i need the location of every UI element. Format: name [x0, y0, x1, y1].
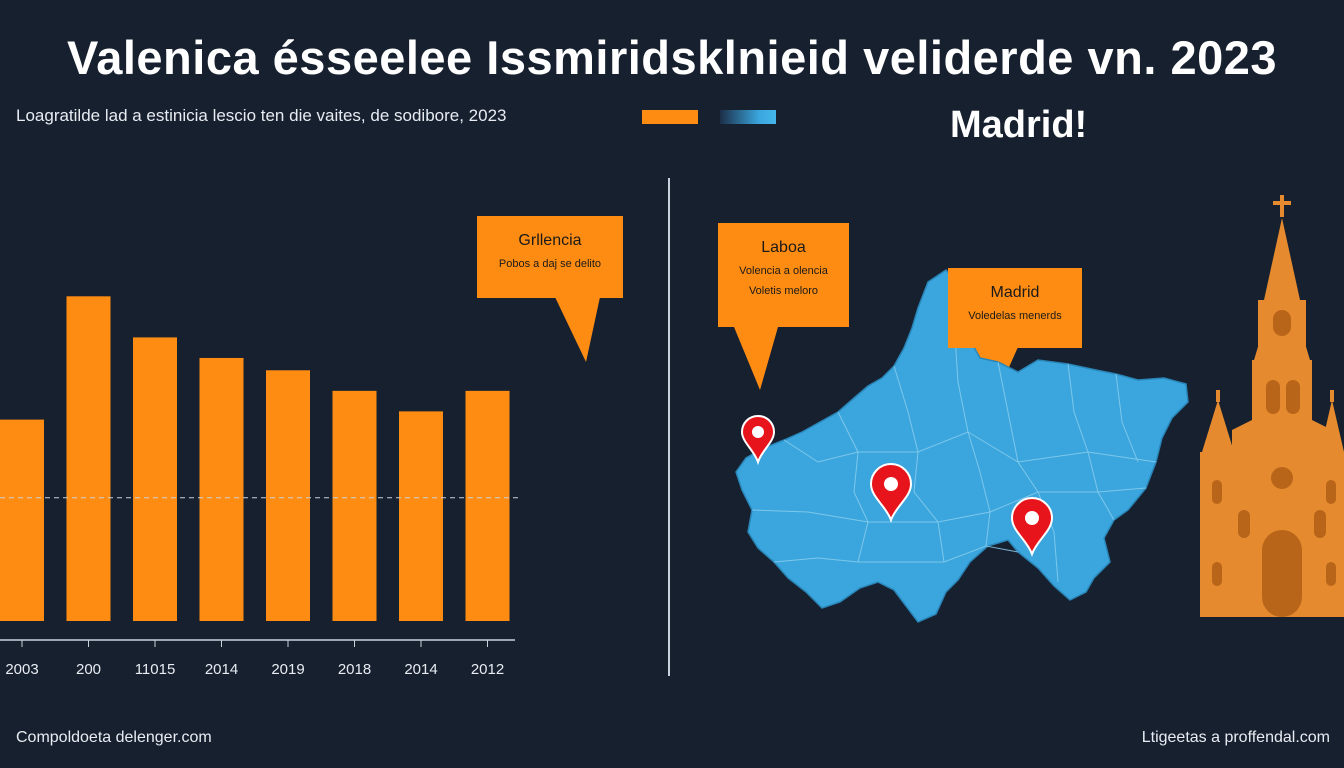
church-tower-icon [1200, 195, 1344, 617]
map-borders [751, 321, 1157, 583]
map-marker-east [1010, 496, 1054, 557]
map-landmass [735, 268, 1189, 623]
map-left-callout: Laboa Volencia a olencia Voletis meloro [718, 223, 849, 327]
map-right-callout: Madrid Voledelas menerds [948, 268, 1082, 348]
page-subtitle: Loagratilde lad a estinicia lescio ten d… [16, 106, 507, 125]
legend-swatch-blue [720, 110, 776, 124]
bar-0 [0, 419, 44, 621]
bar-3 [199, 357, 244, 621]
x-tick-label: 2003 [5, 661, 38, 678]
x-tick-label: 2012 [471, 661, 504, 678]
x-tick-label: 200 [76, 661, 101, 678]
x-tick-label: 2014 [404, 661, 437, 678]
bar-chart: 2003 200 11015 2014 2019 2018 2014 2012 [0, 296, 518, 678]
chart-callout-title: Grllencia [518, 232, 582, 249]
map-left-callout-title: Laboa [761, 239, 806, 256]
chart-callout-text: Pobos a daj se delito [498, 258, 602, 270]
x-tick-label: 2019 [271, 661, 304, 678]
bar-6 [399, 411, 443, 621]
page-title: Valenica ésseelee Issmiridsklnieid velid… [66, 31, 1278, 84]
x-tick-label: 2014 [205, 661, 238, 678]
chart-callout: Grllencia Pobos a daj se delito [477, 216, 623, 298]
bar-7 [465, 390, 510, 621]
map-marker-center [869, 462, 913, 523]
bar-2 [133, 337, 177, 621]
bar-1 [66, 296, 111, 621]
x-tick-label: 11015 [135, 661, 176, 678]
map-right-callout-title: Madrid [990, 284, 1040, 301]
map-right-callout-line1: Voledelas menerds [968, 310, 1062, 322]
legend-swatch-orange [642, 110, 698, 124]
map-left-callout-line2: Voletis meloro [748, 285, 819, 297]
bar-4 [266, 370, 310, 621]
map-heading: Madrid! [950, 104, 1088, 146]
map-left-callout-line1: Volencia a olencia [739, 265, 828, 277]
footer-source-left: Compoldoeta delenger.com [16, 729, 212, 746]
panel-divider [668, 178, 670, 676]
map-marker-west [740, 414, 776, 466]
x-tick-label: 2018 [338, 661, 371, 678]
bar-5 [332, 390, 377, 621]
europe-map [735, 268, 1189, 623]
footer-source-right: Ltigeetas a proffendal.com [1141, 729, 1330, 746]
